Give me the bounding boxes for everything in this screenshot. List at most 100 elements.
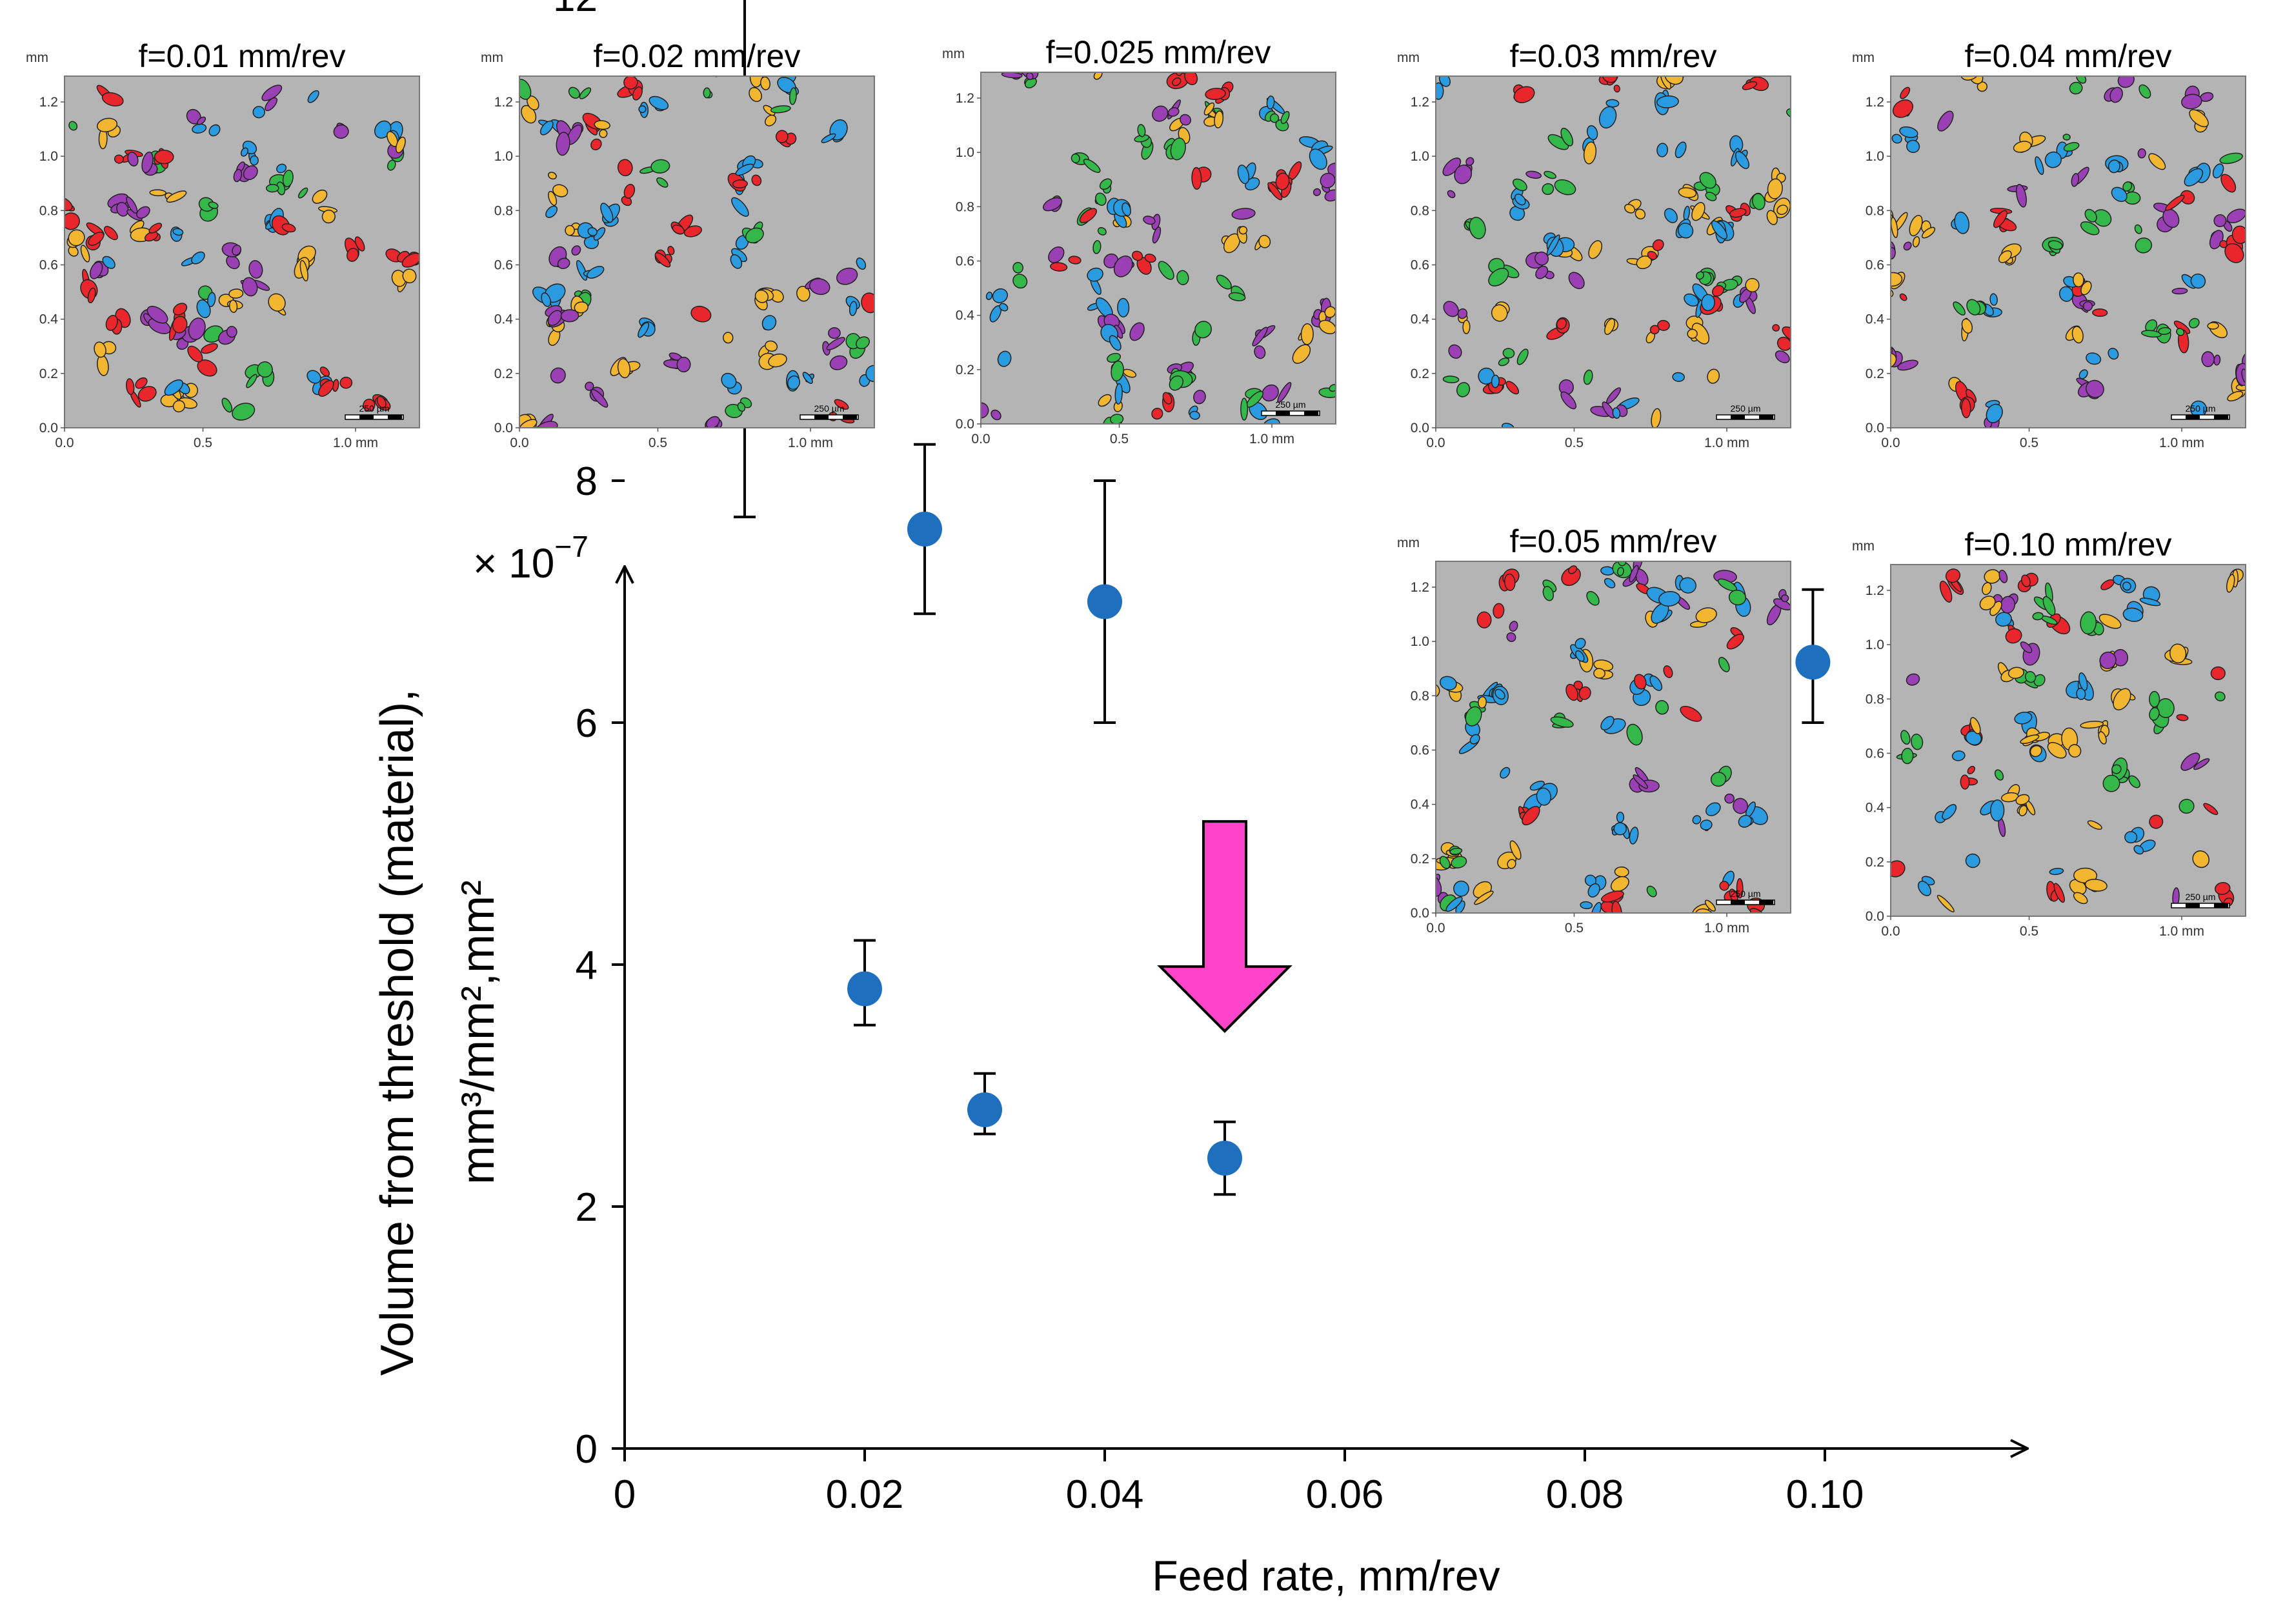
inset-y-tick-label: 1.0 <box>494 149 513 164</box>
particle <box>1706 802 1721 816</box>
particle <box>1663 665 1673 678</box>
particle <box>1158 261 1174 280</box>
particle <box>2069 81 2083 95</box>
particle-layer <box>1436 76 1791 428</box>
particle <box>240 147 248 157</box>
x-tick-label: 0.08 <box>1546 1472 1624 1517</box>
particle <box>547 310 563 326</box>
inset-y-tick-label: 1.2 <box>1411 580 1429 595</box>
particle <box>1891 272 1903 287</box>
particle <box>1254 345 1266 359</box>
particle <box>992 288 1008 303</box>
particle <box>560 309 579 323</box>
particle <box>101 92 124 106</box>
y-tick-label: 2 <box>576 1185 598 1230</box>
particle <box>1710 772 1727 787</box>
particle <box>187 345 203 363</box>
particle <box>1707 368 1720 384</box>
particle <box>1114 383 1123 405</box>
x-tick-label: 0.02 <box>826 1472 904 1517</box>
particle <box>1491 304 1508 322</box>
particle <box>1320 172 1336 188</box>
particle <box>829 355 848 370</box>
particle <box>1655 700 1669 715</box>
particle <box>1588 240 1603 259</box>
particle <box>2122 607 2144 622</box>
particle <box>731 197 749 217</box>
particle <box>2176 328 2185 336</box>
inset-y-tick-label: 0.2 <box>956 363 974 377</box>
inset-y-tick-label: 0.2 <box>494 366 513 381</box>
particle <box>1529 781 1545 791</box>
scale-bar-segment <box>1304 411 1318 416</box>
scale-bar-segment <box>2186 903 2200 908</box>
particle <box>196 299 211 319</box>
particle <box>1656 95 1679 108</box>
particle <box>568 86 580 99</box>
particle <box>148 223 163 234</box>
y-axis-label-line2: mm³/mm²,mm² <box>452 880 504 1185</box>
particle <box>1522 806 1540 826</box>
particle <box>105 315 118 331</box>
particle <box>1937 894 1955 913</box>
particle <box>587 227 598 237</box>
particle <box>1324 306 1336 318</box>
particle <box>1892 99 1914 118</box>
inset-x-tick-label: 0.5 <box>1565 436 1584 450</box>
particle <box>1583 141 1597 165</box>
particle <box>1954 211 1970 234</box>
particle <box>2149 814 2164 829</box>
particle <box>2111 764 2122 774</box>
particle <box>2086 352 2102 365</box>
scale-bar <box>1716 414 1775 420</box>
particle <box>1107 352 1122 363</box>
particle <box>401 252 419 268</box>
particle <box>2005 628 2022 644</box>
particle <box>233 168 243 183</box>
particle <box>2148 153 2166 170</box>
particle <box>1180 114 1191 126</box>
particle <box>1546 234 1560 256</box>
inset-y-tick-label: 0.0 <box>494 421 513 436</box>
particle <box>146 306 168 324</box>
particle <box>1129 322 1145 341</box>
particle <box>1544 170 1556 179</box>
particle <box>2137 148 2146 159</box>
inset-y-tick-label: 0.4 <box>39 312 59 327</box>
particle <box>1979 596 1996 610</box>
particle <box>1942 804 1957 820</box>
particle <box>2018 805 2027 817</box>
particle <box>1451 856 1467 868</box>
particle <box>1469 217 1486 239</box>
inset-y-tick-label: 1.0 <box>1411 634 1429 649</box>
particle <box>1911 734 1924 750</box>
particle <box>1083 158 1101 173</box>
map-frame <box>1890 75 2246 428</box>
particle <box>1586 125 1598 141</box>
particle <box>1610 876 1629 892</box>
particle <box>2213 354 2221 366</box>
particle <box>1626 723 1643 746</box>
particle <box>1147 426 1165 443</box>
inset-y-tick-label: 1.0 <box>1411 149 1429 164</box>
particle <box>768 353 787 368</box>
particle <box>802 372 813 385</box>
particle <box>1488 268 1509 286</box>
particle <box>552 184 568 197</box>
particle <box>395 136 406 154</box>
particle <box>197 359 217 377</box>
particle <box>1891 217 1898 238</box>
particle <box>1736 878 1744 899</box>
particle <box>282 170 294 188</box>
particle <box>137 386 157 402</box>
particle <box>126 196 138 214</box>
particle <box>1897 359 1918 371</box>
particle <box>1960 774 1970 790</box>
particle <box>1691 202 1706 221</box>
particle <box>1020 72 1039 80</box>
particle <box>2098 614 2122 629</box>
inset-x-tick-label: 0.0 <box>1426 921 1445 936</box>
particle <box>2224 243 2244 263</box>
particle <box>1550 716 1574 728</box>
particle <box>1184 72 1198 85</box>
